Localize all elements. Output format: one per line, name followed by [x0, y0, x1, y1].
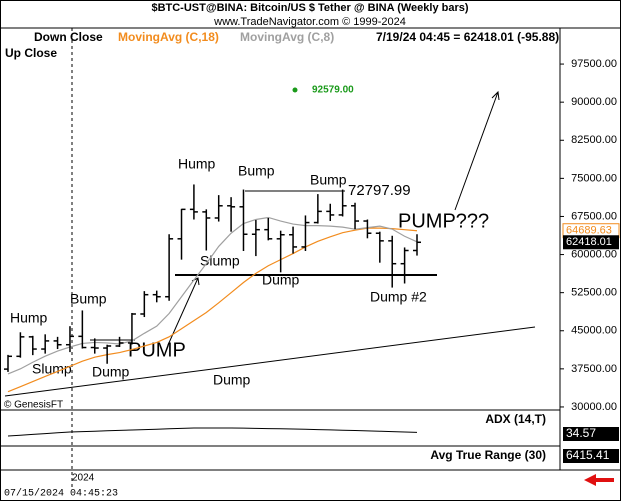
y-tick-label: 75000.00: [571, 172, 617, 184]
annotation: Dump: [213, 372, 251, 388]
copyright: © GenesisFT: [4, 400, 63, 411]
annotation: 72797.99: [348, 182, 411, 199]
adx-value-box: [563, 427, 619, 441]
timestamp: 07/15/2024 04:45:23: [4, 488, 118, 500]
target-dot: [292, 87, 298, 93]
adx-line: [7, 427, 418, 437]
annotation: Dump: [92, 364, 130, 380]
annotation: Bump: [310, 172, 347, 188]
subtitle: www.TradeNavigator.com © 1999-2024: [213, 16, 406, 28]
annotation: PUMP???: [398, 210, 489, 232]
ma-value: 64689.63: [566, 225, 612, 237]
adx-value: 34.57: [566, 426, 596, 440]
y-tick-label: 67500.00: [571, 210, 617, 222]
legend-up: Up Close: [5, 46, 57, 60]
title: $BTC-UST@BINA: Bitcoin/US $ Tether @ BIN…: [151, 2, 468, 14]
annotation: 92579.00: [312, 85, 354, 96]
annotation: Dump: [262, 272, 300, 288]
annotation: PUMP: [128, 339, 186, 361]
annotation: Bump: [238, 163, 275, 179]
year-label: 2024: [72, 473, 95, 484]
y-tick-label: 52500.00: [571, 287, 617, 299]
annotation: Dump #2: [370, 289, 427, 305]
trend-line: [4, 326, 536, 397]
moving-average: [7, 216, 418, 375]
y-tick-label: 45000.00: [571, 325, 617, 337]
y-tick-label: 90000.00: [571, 96, 617, 108]
annotation: Bump: [70, 291, 107, 307]
close-value: 62418.01: [566, 236, 612, 248]
status: 7/19/24 04:45 = 62418.01 (-95.88): [376, 30, 559, 44]
scroll-arrow[interactable]: [584, 474, 614, 486]
annotation: Hump: [178, 156, 216, 172]
annotation: Hump: [10, 310, 48, 326]
y-tick-label: 30000.00: [571, 401, 617, 413]
arrow: [454, 90, 500, 211]
atr-value: 6415.41: [566, 448, 610, 462]
legend-ma18: MovingAvg (C,18): [118, 30, 219, 44]
atr-label: Avg True Range (30): [430, 448, 546, 462]
atr-value-box: [563, 449, 619, 463]
annotation: Slump: [200, 253, 240, 269]
y-tick-label: 97500.00: [571, 58, 617, 70]
y-tick-label: 60000.00: [571, 248, 617, 260]
moving-average: [7, 227, 418, 393]
legend-down: Down Close: [34, 30, 103, 44]
legend-ma8: MovingAvg (C,8): [240, 30, 334, 44]
annotation: Slump: [32, 361, 72, 377]
y-tick-label: 82500.00: [571, 134, 617, 146]
close-value-box: [563, 235, 619, 250]
adx-label: ADX (14,T): [485, 412, 546, 426]
y-tick-label: 37500.00: [571, 363, 617, 375]
